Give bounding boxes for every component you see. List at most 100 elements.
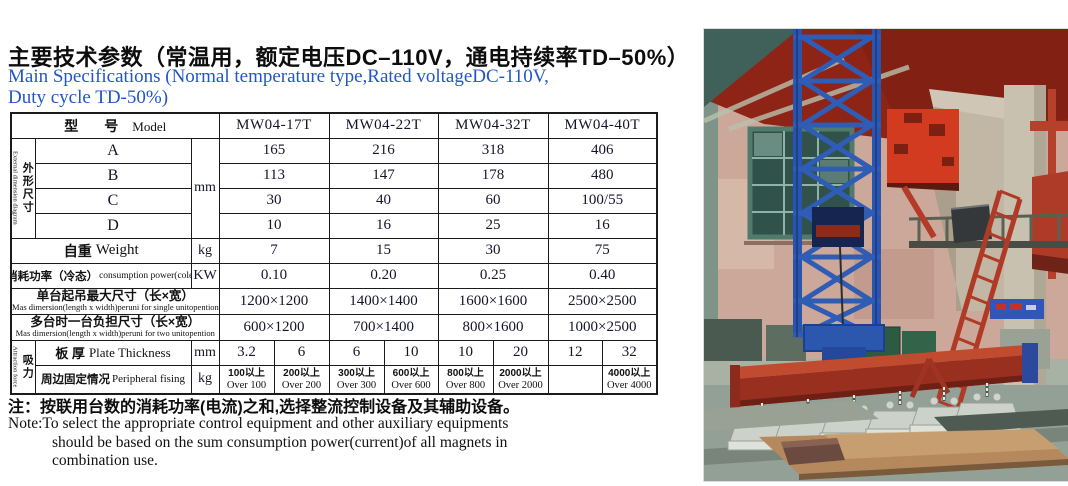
multi-3: 800×1600: [437, 313, 549, 341]
dim-a-4: 406: [547, 137, 658, 164]
power-1: 0.10: [218, 262, 330, 289]
dim-a-1: 165: [218, 137, 330, 164]
fixing-3-cn: 300以上: [338, 367, 375, 379]
power-label-cell: 消耗功率（冷态） consumption power(cole): [10, 262, 192, 289]
single-label-en: Mas dimersion(length x width)peruni for …: [12, 302, 219, 312]
dim-c-1: 30: [218, 187, 330, 214]
fixing-1-en: Over 100: [226, 379, 267, 391]
plate-label-en: Plate Thickness: [88, 344, 171, 360]
dim-group-cell: External dimension diagram 外形尺寸: [10, 137, 36, 239]
dim-d-4: 16: [547, 212, 658, 239]
dim-c-3: 60: [437, 187, 549, 214]
fixing-2-en: Over 200: [281, 379, 322, 391]
dim-row-label: B: [34, 162, 192, 189]
table-row-single: 单台起吊最大尺寸（长×宽） Mas dimersion(length x wid…: [10, 287, 658, 315]
note-en-line-3: combination use.: [52, 452, 158, 469]
table-row-header: 型 号 Model MW04-17T MW04-22T MW04-32T MW0…: [10, 112, 658, 139]
fixing-4: 600以上 Over 600: [383, 364, 439, 395]
single-3: 1600×1600: [437, 287, 549, 315]
attraction-label-en: Attraction force: [11, 346, 19, 388]
dim-b-3: 178: [437, 162, 549, 189]
plate-8: 32: [601, 339, 658, 366]
weight-label-cell: 自重 Weight: [10, 237, 192, 264]
model-label-cn: 型 号: [64, 117, 125, 134]
plate-2: 6: [273, 339, 330, 366]
fixing-2-cn: 200以上: [283, 367, 320, 379]
note-cn: 注：按联用台数的消耗功率(电流)之和,选择整流控制设备及其辅助设备。: [8, 399, 520, 416]
fixing-1: 100以上 Over 100: [218, 364, 275, 395]
dim-d-1: 10: [218, 212, 330, 239]
table-row-plate: Attraction force 吸力 板 厚 Plate Thickness …: [10, 339, 658, 395]
table-row-dim-c: C 30 40 60 100/55: [11, 187, 658, 214]
fixing-5: 800以上 Over 800: [437, 364, 494, 395]
dim-a-3: 318: [437, 137, 549, 164]
multi-1: 600×1200: [218, 313, 330, 341]
dim-d-2: 16: [328, 212, 439, 239]
model-label-en: Model: [132, 118, 167, 134]
col-header-model-2: MW04-22T: [328, 112, 439, 139]
fixing-1-cn: 100以上: [228, 367, 265, 379]
dim-row-label: D: [34, 212, 192, 239]
multi-4: 1000×2500: [547, 313, 658, 341]
plate-1: 3.2: [218, 339, 275, 366]
power-3: 0.25: [437, 262, 549, 289]
weight-label-en: Weight: [95, 242, 139, 258]
table-row-dim-b: B 113 147 178 480: [11, 162, 658, 189]
dim-row-label: C: [34, 187, 192, 214]
single-2: 1400×1400: [328, 287, 439, 315]
weight-4: 75: [547, 237, 658, 264]
dim-c-2: 40: [328, 187, 439, 214]
fixing-8: 4000以上 Over 4000: [601, 364, 658, 395]
col-header-model-1: MW04-17T: [218, 112, 330, 139]
fixing-unit-cell: kg: [190, 364, 220, 395]
weight-unit-cell: kg: [190, 237, 220, 264]
table-row-dim-d: D 10 16 25 16: [11, 212, 658, 239]
multi-label-cell: 多台时一台负担尺寸（长×宽） Mas dimersion(length x wi…: [10, 313, 220, 341]
photo-red-box: [887, 109, 959, 239]
plate-6: 20: [492, 339, 549, 366]
plate-4: 10: [383, 339, 439, 366]
fixing-2: 200以上 Over 200: [273, 364, 330, 395]
dim-a-2: 216: [328, 137, 439, 164]
subtitle-line-2: Duty cycle TD-50%): [8, 87, 169, 108]
col-header-model-4: MW04-40T: [547, 112, 658, 139]
plate-unit-cell: mm: [190, 339, 220, 366]
subtitle-line-1: Main Specifications (Normal temperature …: [8, 66, 549, 87]
photo-walkway: [908, 204, 1068, 248]
single-1: 1200×1200: [218, 287, 330, 315]
fixing-3: 300以上 Over 300: [328, 364, 385, 395]
page-title: 主要技术参数（常温用，额定电压DC–110V，通电持续率TD–50%）: [8, 45, 690, 70]
single-4: 2500×2500: [547, 287, 658, 315]
power-label-en: consumption power(cole): [99, 270, 191, 281]
dim-group-label-cn: 外形尺寸: [21, 162, 34, 214]
fixing-6-cn: 2000以上: [499, 367, 542, 379]
weight-2: 15: [328, 237, 439, 264]
dim-b-1: 113: [218, 162, 330, 189]
table-row-fixing: 周边固定情况 Peripheral fising kg 100以上 Over 1…: [11, 364, 658, 395]
power-2: 0.20: [328, 262, 439, 289]
col-header-model-3: MW04-32T: [437, 112, 549, 139]
note-en: Note:To select the appropriate control e…: [8, 415, 508, 471]
single-label-cell: 单台起吊最大尺寸（长×宽） Mas dimersion(length x wid…: [10, 287, 220, 315]
photo-illustration: [704, 29, 1068, 481]
plate-label-cell: 板 厚 Plate Thickness: [34, 339, 192, 366]
table-row-power: 消耗功率（冷态） consumption power(cole) KW 0.10…: [10, 262, 658, 289]
fixing-8-en: Over 4000: [606, 379, 652, 391]
photo-wall-sign: [990, 299, 1044, 319]
plate-3: 6: [328, 339, 385, 366]
dim-c-4: 100/55: [547, 187, 658, 214]
multi-label-cn: 多台时一台负担尺寸（长×宽）: [30, 315, 201, 329]
dim-b-2: 147: [328, 162, 439, 189]
note-en-line-1: Note:To select the appropriate control e…: [8, 415, 509, 432]
table-row-dim-a: External dimension diagram 外形尺寸 A mm 165…: [10, 137, 658, 239]
model-header-cell: 型 号 Model: [10, 112, 220, 139]
dim-row-label: A: [34, 137, 192, 164]
fixing-6: 2000以上 Over 2000: [492, 364, 549, 395]
dim-b-4: 480: [547, 162, 658, 189]
dim-group-label-en: External dimension diagram: [11, 151, 19, 225]
single-label-cn: 单台起吊最大尺寸（长×宽）: [36, 289, 194, 303]
fixing-4-en: Over 600: [391, 379, 431, 391]
fixing-6-en: Over 2000: [498, 379, 543, 391]
power-label-cn: 消耗功率（冷态）: [11, 270, 99, 283]
photo-steel-plates: [704, 401, 1068, 480]
